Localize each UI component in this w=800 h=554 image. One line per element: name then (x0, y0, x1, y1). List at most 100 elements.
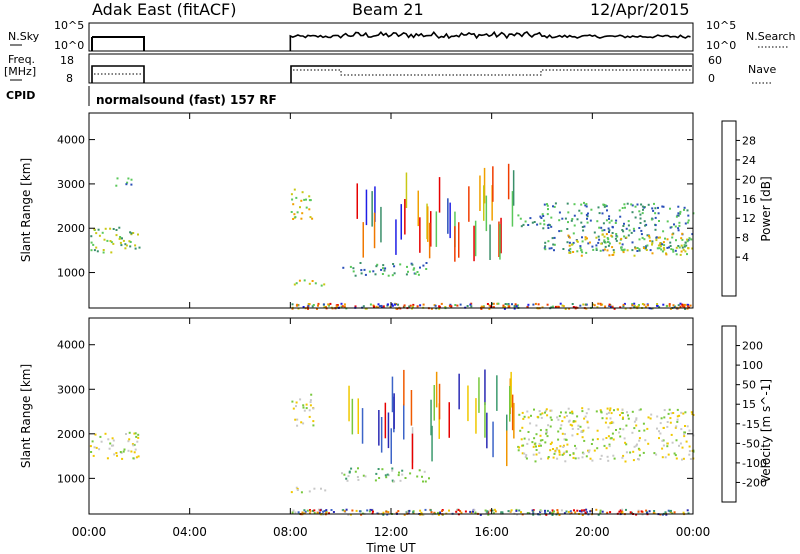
data-cell (309, 401, 312, 404)
data-cell (680, 250, 683, 253)
data-cell (558, 449, 561, 452)
data-cell (576, 509, 579, 512)
data-cell (566, 415, 568, 417)
data-cell (101, 231, 104, 234)
data-cell (690, 238, 693, 241)
data-cell (356, 476, 359, 478)
data-cell (364, 273, 367, 276)
data-cell (638, 227, 641, 229)
data-cell (303, 509, 306, 512)
data-cell (382, 305, 385, 308)
data-cell (615, 233, 618, 235)
y-tick-label: 4000 (57, 134, 85, 147)
nave-trace-main (293, 69, 692, 76)
data-cell (550, 418, 553, 421)
data-streak (506, 430, 508, 467)
data-cell (580, 221, 583, 224)
data-cell (587, 451, 590, 454)
y-tick-label: 3000 (57, 383, 85, 396)
data-cell (382, 513, 385, 516)
data-cell (595, 247, 598, 250)
data-cell (595, 236, 598, 239)
freq-trace-main (290, 65, 692, 83)
data-streak (374, 186, 376, 222)
data-cell (127, 177, 130, 180)
data-cell (541, 439, 544, 442)
data-cell (115, 184, 118, 187)
data-cell (535, 424, 538, 427)
data-cell (625, 424, 628, 427)
data-cell (551, 237, 554, 240)
data-cell (631, 211, 634, 214)
data-cell (115, 229, 118, 231)
data-cell (382, 264, 385, 267)
colorbar-frame (721, 120, 737, 297)
data-cell (300, 421, 303, 424)
data-cell (563, 438, 566, 441)
data-cell (406, 510, 409, 513)
x-tick-label: 04:00 (172, 525, 207, 539)
data-cell (595, 508, 598, 511)
data-cell (647, 416, 650, 419)
data-cell (630, 203, 633, 206)
data-cell (633, 229, 636, 232)
data-cell (611, 232, 614, 234)
data-cell (644, 246, 647, 249)
data-cell (621, 417, 624, 420)
data-cell (631, 410, 634, 413)
data-cell (362, 305, 365, 308)
data-cell (134, 432, 137, 435)
colorbar-frame (721, 325, 737, 503)
data-cell (343, 473, 346, 476)
data-cell (687, 214, 690, 217)
data-cell (491, 509, 494, 512)
data-cell (464, 510, 467, 513)
data-cell (529, 217, 532, 220)
data-cell (682, 511, 685, 514)
data-cell (555, 448, 558, 451)
data-cell (584, 238, 587, 241)
data-cell (381, 468, 384, 471)
data-cell (667, 509, 670, 512)
data-cell (417, 273, 420, 276)
data-cell (641, 212, 644, 215)
data-cell (539, 413, 542, 416)
data-cell (553, 510, 555, 513)
data-cell (346, 479, 349, 482)
data-cell (536, 223, 539, 226)
data-cell (531, 509, 534, 512)
data-cell (642, 422, 645, 425)
data-cell (308, 282, 311, 285)
data-cell (640, 510, 643, 513)
data-cell (130, 450, 133, 453)
data-cell (308, 512, 311, 515)
data-cell (666, 246, 669, 249)
data-cell (614, 222, 617, 224)
velocity-frame (88, 317, 694, 515)
data-cell (472, 510, 474, 513)
data-cell (680, 411, 683, 414)
data-cell (596, 306, 599, 309)
data-cell (108, 447, 111, 450)
data-cell (632, 459, 635, 462)
data-cell (115, 234, 118, 237)
data-cell (523, 452, 526, 455)
data-cell (599, 511, 602, 514)
data-cell (480, 307, 483, 310)
data-cell (583, 417, 586, 420)
data-cell (551, 509, 554, 512)
colorbar-tick-label: 100 (742, 359, 763, 372)
data-cell (448, 304, 451, 307)
data-streak (357, 398, 359, 434)
data-cell (626, 202, 629, 205)
data-cell (683, 433, 686, 436)
data-cell (691, 413, 694, 416)
data-cell (686, 425, 689, 428)
power-ylabel: Slant Range [km] (19, 158, 33, 262)
data-cell (308, 199, 311, 202)
data-cell (579, 304, 582, 307)
data-cell (684, 303, 687, 306)
data-cell (652, 512, 655, 514)
data-cell (566, 228, 569, 230)
data-cell (677, 205, 680, 208)
